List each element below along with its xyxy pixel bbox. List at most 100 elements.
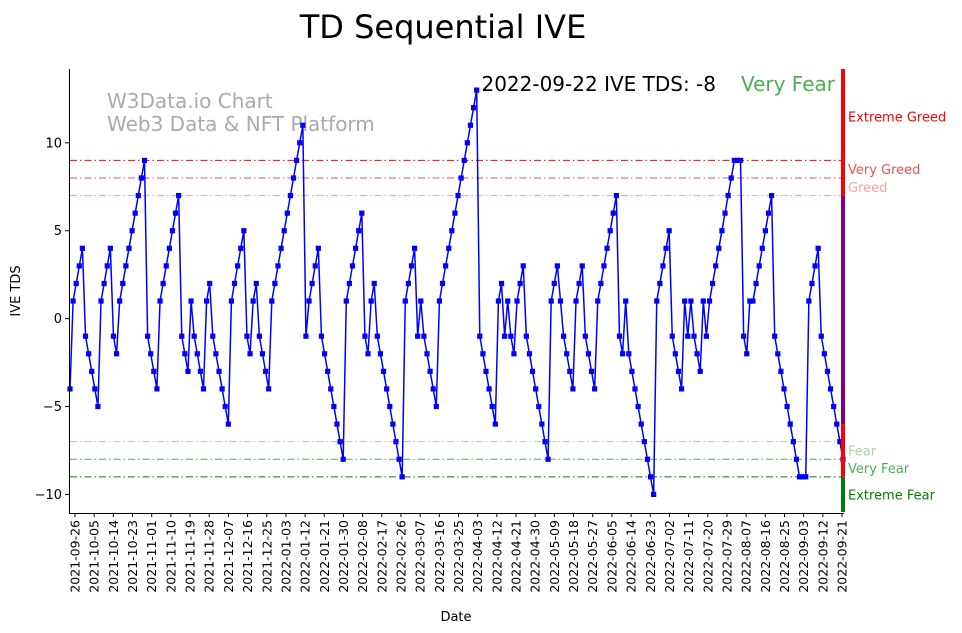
- data-point: [200, 386, 207, 392]
- x-tick-label-29: 2022-06-14: [624, 520, 639, 593]
- data-point: [685, 333, 691, 339]
- data-point: [294, 157, 300, 164]
- data-point: [719, 228, 725, 234]
- x-tick-label-2: 2021-10-14: [106, 520, 121, 593]
- data-point: [706, 298, 713, 304]
- data-point: [796, 474, 803, 480]
- data-point: [474, 87, 480, 93]
- side-bar-segment-1: [841, 195, 845, 425]
- series-line-0: [69, 89, 844, 495]
- data-point: [570, 386, 576, 392]
- data-point: [235, 263, 241, 269]
- data-point: [824, 368, 831, 374]
- data-point: [722, 210, 728, 216]
- data-point: [675, 368, 682, 374]
- data-point: [477, 333, 483, 339]
- data-point: [424, 351, 430, 357]
- data-point: [666, 228, 672, 234]
- data-point: [297, 140, 303, 146]
- data-point: [765, 210, 772, 216]
- watermark-line-2: Web3 Data & NFT Platform: [107, 112, 375, 136]
- data-point: [110, 333, 117, 339]
- data-point: [529, 368, 536, 374]
- side-bar-segment-3: [841, 476, 845, 512]
- data-point: [520, 263, 526, 269]
- data-point: [759, 245, 765, 251]
- x-tick-label-4: 2021-11-01: [144, 520, 159, 593]
- data-point: [349, 263, 356, 269]
- data-point: [340, 456, 346, 462]
- data-point: [837, 439, 843, 445]
- data-point: [365, 351, 371, 357]
- data-point: [607, 228, 613, 234]
- data-point: [179, 333, 185, 339]
- data-point: [321, 351, 328, 357]
- data-point: [408, 263, 415, 269]
- data-point: [95, 403, 101, 410]
- data-point: [443, 263, 449, 269]
- data-point: [138, 175, 144, 181]
- data-point: [523, 333, 529, 339]
- data-point: [536, 403, 542, 410]
- data-point: [123, 263, 129, 269]
- x-tick-label-8: 2021-12-07: [221, 520, 236, 593]
- data-point: [256, 333, 262, 339]
- data-point: [238, 245, 244, 251]
- data-point: [756, 263, 762, 269]
- data-point: [610, 210, 616, 216]
- data-point: [402, 298, 408, 304]
- y-ticks: −10 −5 0 5 10: [35, 136, 69, 503]
- data-point: [495, 298, 502, 304]
- data-point: [303, 333, 309, 339]
- x-tick-label-38: 2022-09-03: [796, 520, 811, 593]
- data-point: [613, 192, 619, 199]
- data-point: [387, 403, 393, 410]
- data-point: [148, 351, 154, 357]
- data-point: [480, 351, 486, 357]
- data-point: [275, 263, 281, 269]
- data-point: [573, 298, 579, 304]
- data-point: [135, 192, 141, 199]
- x-tick-label-26: 2022-05-18: [566, 520, 581, 593]
- data-point: [166, 245, 172, 251]
- data-point: [334, 421, 340, 427]
- threshold-label-3: Fear: [848, 444, 877, 459]
- data-point: [660, 263, 666, 269]
- x-tick-label-30: 2022-06-23: [643, 520, 658, 593]
- data-point: [452, 210, 458, 216]
- data-point: [744, 351, 750, 357]
- watermark: W3Data.io Chart Web3 Data & NFT Platform: [107, 89, 375, 136]
- data-point: [554, 263, 560, 269]
- data-point: [728, 175, 734, 181]
- y-tick-label-0: −10: [35, 488, 62, 503]
- data-point: [585, 351, 592, 357]
- data-point: [405, 280, 411, 287]
- y-tick-label-3: 5: [54, 224, 62, 239]
- data-point: [567, 368, 573, 374]
- latest-value-annotation: 2022-09-22 IVE TDS: -8: [481, 72, 716, 96]
- data-point: [160, 280, 166, 287]
- data-point: [762, 228, 768, 234]
- data-point: [526, 351, 533, 357]
- data-point: [76, 263, 82, 269]
- data-point: [384, 386, 390, 392]
- x-ticks: 2021-09-26 2021-10-05 2021-10-14 2021-10-23…: [68, 513, 850, 593]
- data-point: [82, 333, 89, 339]
- data-point: [284, 210, 290, 216]
- data-point: [188, 298, 194, 304]
- sentiment-side-bar: [841, 69, 845, 512]
- data-point: [380, 368, 387, 374]
- data-point: [461, 157, 467, 164]
- data-point: [306, 298, 312, 304]
- data-point: [331, 403, 337, 410]
- data-point: [418, 298, 424, 304]
- x-tick-label-19: 2022-03-16: [432, 520, 447, 593]
- threshold-lines: [70, 159, 843, 478]
- data-point: [663, 245, 669, 251]
- data-point: [157, 298, 163, 304]
- data-point: [694, 351, 700, 357]
- data-point: [551, 280, 557, 287]
- data-point: [126, 245, 132, 251]
- data-point: [449, 228, 455, 234]
- data-point: [806, 298, 812, 304]
